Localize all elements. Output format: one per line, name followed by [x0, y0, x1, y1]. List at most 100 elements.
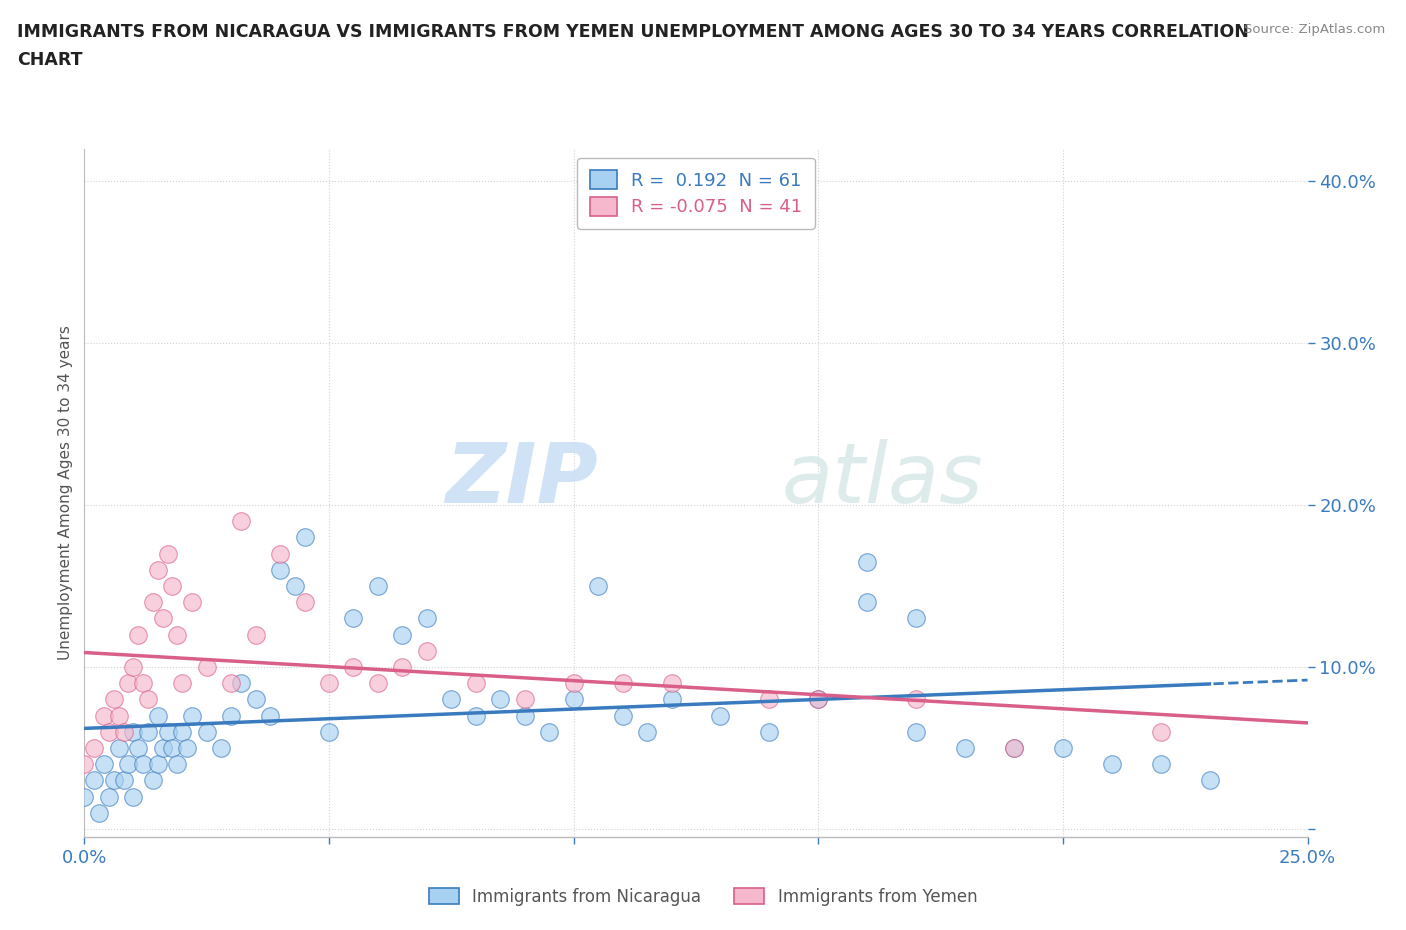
Point [112, 724, 135, 739]
Point [758, 724, 780, 739]
Point [464, 676, 486, 691]
Point [93, 708, 115, 723]
Legend: R =  0.192  N = 61, R = -0.075  N = 41: R = 0.192 N = 61, R = -0.075 N = 41 [576, 158, 815, 229]
Point [391, 627, 413, 642]
Point [97, 724, 120, 739]
Point [166, 757, 188, 772]
Y-axis label: Unemployment Among Ages 30 to 34 years: Unemployment Among Ages 30 to 34 years [58, 326, 73, 660]
Point [1002, 740, 1025, 755]
Point [464, 708, 486, 723]
Point [1150, 757, 1173, 772]
Point [152, 611, 174, 626]
Point [127, 627, 149, 642]
Point [269, 546, 291, 561]
Point [107, 740, 129, 755]
Point [586, 578, 609, 593]
Point [807, 692, 830, 707]
Point [636, 724, 658, 739]
Point [342, 611, 364, 626]
Point [661, 692, 683, 707]
Point [156, 546, 179, 561]
Point [856, 554, 879, 569]
Point [195, 724, 218, 739]
Point [219, 708, 242, 723]
Point [219, 676, 242, 691]
Point [209, 740, 232, 755]
Point [122, 789, 145, 804]
Point [127, 740, 149, 755]
Point [342, 659, 364, 674]
Point [513, 692, 536, 707]
Point [416, 611, 439, 626]
Point [661, 676, 683, 691]
Point [905, 692, 928, 707]
Point [318, 676, 340, 691]
Point [181, 708, 204, 723]
Point [156, 724, 179, 739]
Point [142, 773, 165, 788]
Point [166, 627, 188, 642]
Point [562, 692, 585, 707]
Point [162, 578, 184, 593]
Point [245, 692, 267, 707]
Point [269, 563, 291, 578]
Point [245, 627, 267, 642]
Point [132, 676, 155, 691]
Point [152, 740, 174, 755]
Point [97, 789, 120, 804]
Point [117, 757, 139, 772]
Point [146, 708, 169, 723]
Point [107, 708, 129, 723]
Point [83, 740, 105, 755]
Point [103, 773, 125, 788]
Point [294, 530, 316, 545]
Point [87, 805, 110, 820]
Point [1002, 740, 1025, 755]
Point [905, 611, 928, 626]
Point [284, 578, 307, 593]
Point [294, 595, 316, 610]
Point [142, 595, 165, 610]
Point [112, 773, 135, 788]
Point [489, 692, 512, 707]
Point [93, 757, 115, 772]
Point [1101, 757, 1123, 772]
Point [73, 757, 96, 772]
Point [172, 676, 194, 691]
Point [538, 724, 561, 739]
Text: CHART: CHART [17, 51, 83, 69]
Point [709, 708, 731, 723]
Point [562, 676, 585, 691]
Point [117, 676, 139, 691]
Point [807, 692, 830, 707]
Point [856, 595, 879, 610]
Point [132, 757, 155, 772]
Text: Source: ZipAtlas.com: Source: ZipAtlas.com [1244, 23, 1385, 36]
Point [103, 692, 125, 707]
Point [391, 659, 413, 674]
Point [1198, 773, 1220, 788]
Point [136, 724, 159, 739]
Point [612, 676, 634, 691]
Point [229, 676, 252, 691]
Point [172, 724, 194, 739]
Point [162, 740, 184, 755]
Point [758, 692, 780, 707]
Point [905, 724, 928, 739]
Point [513, 708, 536, 723]
Point [1052, 740, 1074, 755]
Point [176, 740, 198, 755]
Point [73, 789, 96, 804]
Point [416, 644, 439, 658]
Point [122, 724, 145, 739]
Text: ZIP: ZIP [446, 439, 598, 520]
Point [440, 692, 463, 707]
Point [181, 595, 204, 610]
Point [1150, 724, 1173, 739]
Legend: Immigrants from Nicaragua, Immigrants from Yemen: Immigrants from Nicaragua, Immigrants fr… [422, 881, 984, 912]
Point [195, 659, 218, 674]
Point [367, 676, 389, 691]
Point [83, 773, 105, 788]
Text: IMMIGRANTS FROM NICARAGUA VS IMMIGRANTS FROM YEMEN UNEMPLOYMENT AMONG AGES 30 TO: IMMIGRANTS FROM NICARAGUA VS IMMIGRANTS … [17, 23, 1249, 41]
Point [146, 563, 169, 578]
